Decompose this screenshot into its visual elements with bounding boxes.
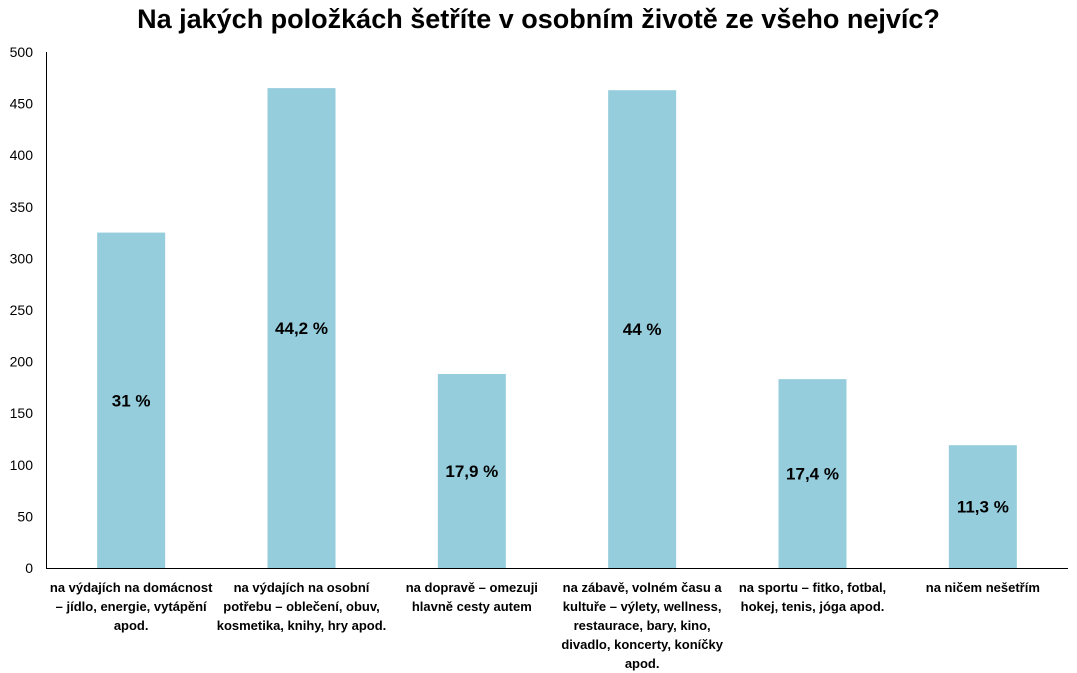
bar <box>608 90 677 569</box>
y-tick-label: 0 <box>25 560 33 576</box>
bar-data-label: 44,2 % <box>275 319 328 338</box>
x-category-label: na dopravě – omezuji hlavně cesty autem <box>405 580 538 614</box>
x-category-label: na ničem nešetřím <box>925 580 1040 595</box>
y-axis: 0 50 100 150 200 250 300 350 400 450 500 <box>10 44 34 576</box>
bar-data-label: 17,9 % <box>445 462 498 481</box>
y-tick-label: 200 <box>10 354 34 370</box>
chart-title: Na jakých položkách šetříte v osobním ži… <box>137 4 940 34</box>
y-tick-label: 300 <box>10 250 34 266</box>
bars <box>97 88 1017 569</box>
bar-data-label: 11,3 % <box>957 498 1009 517</box>
bar <box>267 88 336 569</box>
data-labels: 31 % 44,2 % 17,9 % 44 % 17,4 % 11,3 % <box>112 319 1009 517</box>
y-tick-label: 350 <box>10 199 34 215</box>
bar <box>948 445 1017 568</box>
bar-data-label: 44 % <box>623 320 662 339</box>
y-tick-label: 500 <box>10 44 34 60</box>
bar-data-label: 17,4 % <box>786 465 839 484</box>
y-tick-label: 250 <box>10 302 34 318</box>
bar <box>97 232 166 568</box>
y-tick-label: 50 <box>17 508 33 524</box>
y-tick-label: 100 <box>10 457 34 473</box>
x-category-label: na sportu – fitko, fotbal, hokej, tenis,… <box>738 580 887 614</box>
x-category-label: na výdajích na domácnost – jídlo, energi… <box>49 580 213 633</box>
x-category-label: na výdajích na osobní potřebu – oblečení… <box>216 580 387 633</box>
x-category-label: na zábavě, volném času a kultuře – výlet… <box>561 580 723 671</box>
bar-data-label: 31 % <box>112 391 151 410</box>
y-tick-label: 450 <box>10 96 34 112</box>
y-tick-label: 400 <box>10 147 34 163</box>
bar <box>778 379 847 568</box>
y-tick-label: 150 <box>10 405 34 421</box>
bar <box>437 373 506 568</box>
